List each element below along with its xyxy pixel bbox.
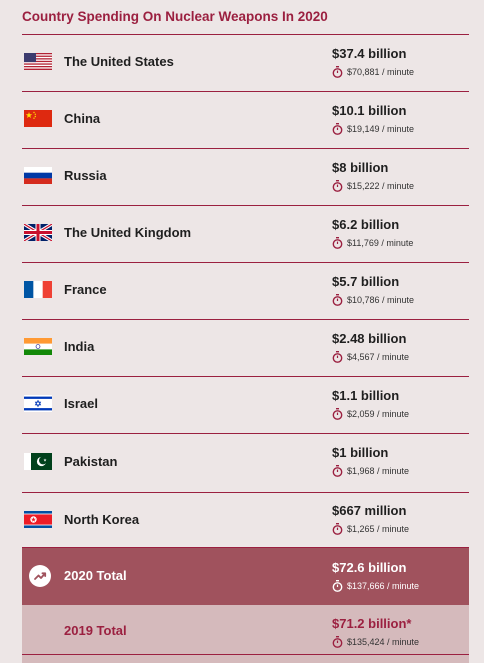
country-name: Pakistan [64,454,118,469]
per-minute-text: $10,786 / minute [347,295,415,305]
table-row: France $5.7 billion $10,786 / minute [22,263,469,320]
total-amount: $71.2 billion* [332,616,412,631]
total-per-minute: $135,424 / minute [332,636,419,648]
stopwatch-icon [332,351,343,363]
stopwatch-icon [332,408,343,420]
per-minute-text: $1,968 / minute [347,466,410,476]
per-minute-value: $1,968 / minute [332,465,409,477]
per-minute-value: $11,769 / minute [332,237,413,249]
stopwatch-icon [332,636,343,648]
stopwatch-icon [332,294,343,306]
stopwatch-icon [332,465,343,477]
per-minute-value: $15,222 / minute [332,180,414,192]
per-minute-value: $4,567 / minute [332,351,409,363]
china-flag-icon [24,110,52,127]
stopwatch-icon [332,237,343,249]
country-name: Russia [64,168,107,183]
spending-amount: $37.4 billion [332,46,407,61]
chart-title: Country Spending On Nuclear Weapons In 2… [22,9,328,24]
country-name: France [64,282,107,297]
bottom-divider [22,654,469,655]
pakistan-flag-icon [24,453,52,470]
total-amount: $72.6 billion [332,560,407,575]
per-minute-text: $19,149 / minute [347,124,415,134]
top-divider [22,34,469,35]
spending-amount: $10.1 billion [332,103,407,118]
country-name: Israel [64,396,98,411]
spending-table: The United States $37.4 billion $70,881 … [22,35,469,663]
stopwatch-icon [332,123,343,135]
country-name: North Korea [64,512,140,527]
table-row: China $10.1 billion $19,149 / minute [22,92,469,149]
table-row: Russia $8 billion $15,222 / minute [22,149,469,206]
per-minute-text: $15,222 / minute [347,181,415,191]
russia-flag-icon [24,167,52,184]
india-flag-icon [24,338,52,355]
per-minute-value: $19,149 / minute [332,123,414,135]
uk-flag-icon [24,224,52,241]
per-minute-value: $2,059 / minute [332,408,409,420]
total-label: 2020 Total [64,568,127,583]
total-2020-row: 2020 Total $72.6 billion $137,666 / minu… [22,548,469,605]
per-minute-text: $1,265 / minute [347,524,410,534]
spending-amount: $5.7 billion [332,274,400,289]
per-minute-value: $1,265 / minute [332,523,409,535]
spending-amount: $6.2 billion [332,217,400,232]
spending-amount: $667 million [332,503,407,518]
total-label: 2019 Total [64,623,127,638]
trend-up-icon [29,565,51,587]
spending-amount: $1.1 billion [332,388,400,403]
table-row: North Korea $667 million $1,265 / minute [22,493,469,548]
table-row: Pakistan $1 billion $1,968 / minute [22,434,469,493]
per-minute-text: $11,769 / minute [347,238,414,248]
table-row: India $2.48 billion $4,567 / minute [22,320,469,377]
us-flag-icon [24,53,52,70]
per-minute-text: $137,666 / minute [347,581,420,591]
per-minute-text: $2,059 / minute [347,409,410,419]
stopwatch-icon [332,580,343,592]
spending-amount: $1 billion [332,445,389,460]
israel-flag-icon [24,395,52,412]
country-name: China [64,111,101,126]
france-flag-icon [24,281,52,298]
total-per-minute: $137,666 / minute [332,580,419,592]
per-minute-value: $10,786 / minute [332,294,414,306]
table-row: The United Kingdom $6.2 billion $11,769 … [22,206,469,263]
spending-amount: $2.48 billion [332,331,407,346]
total-2019-row: 2019 Total $71.2 billion* $135,424 / min… [22,605,469,663]
per-minute-text: $4,567 / minute [347,352,410,362]
spending-amount: $8 billion [332,160,389,175]
stopwatch-icon [332,66,343,78]
country-name: India [64,339,95,354]
stopwatch-icon [332,180,343,192]
stopwatch-icon [332,523,343,535]
per-minute-text: $135,424 / minute [347,637,420,647]
country-name: The United Kingdom [64,225,192,240]
table-row: Israel $1.1 billion $2,059 / minute [22,377,469,434]
country-name: The United States [64,54,174,69]
per-minute-text: $70,881 / minute [347,67,415,77]
per-minute-value: $70,881 / minute [332,66,414,78]
north-korea-flag-icon [24,511,52,528]
table-row: The United States $37.4 billion $70,881 … [22,35,469,92]
